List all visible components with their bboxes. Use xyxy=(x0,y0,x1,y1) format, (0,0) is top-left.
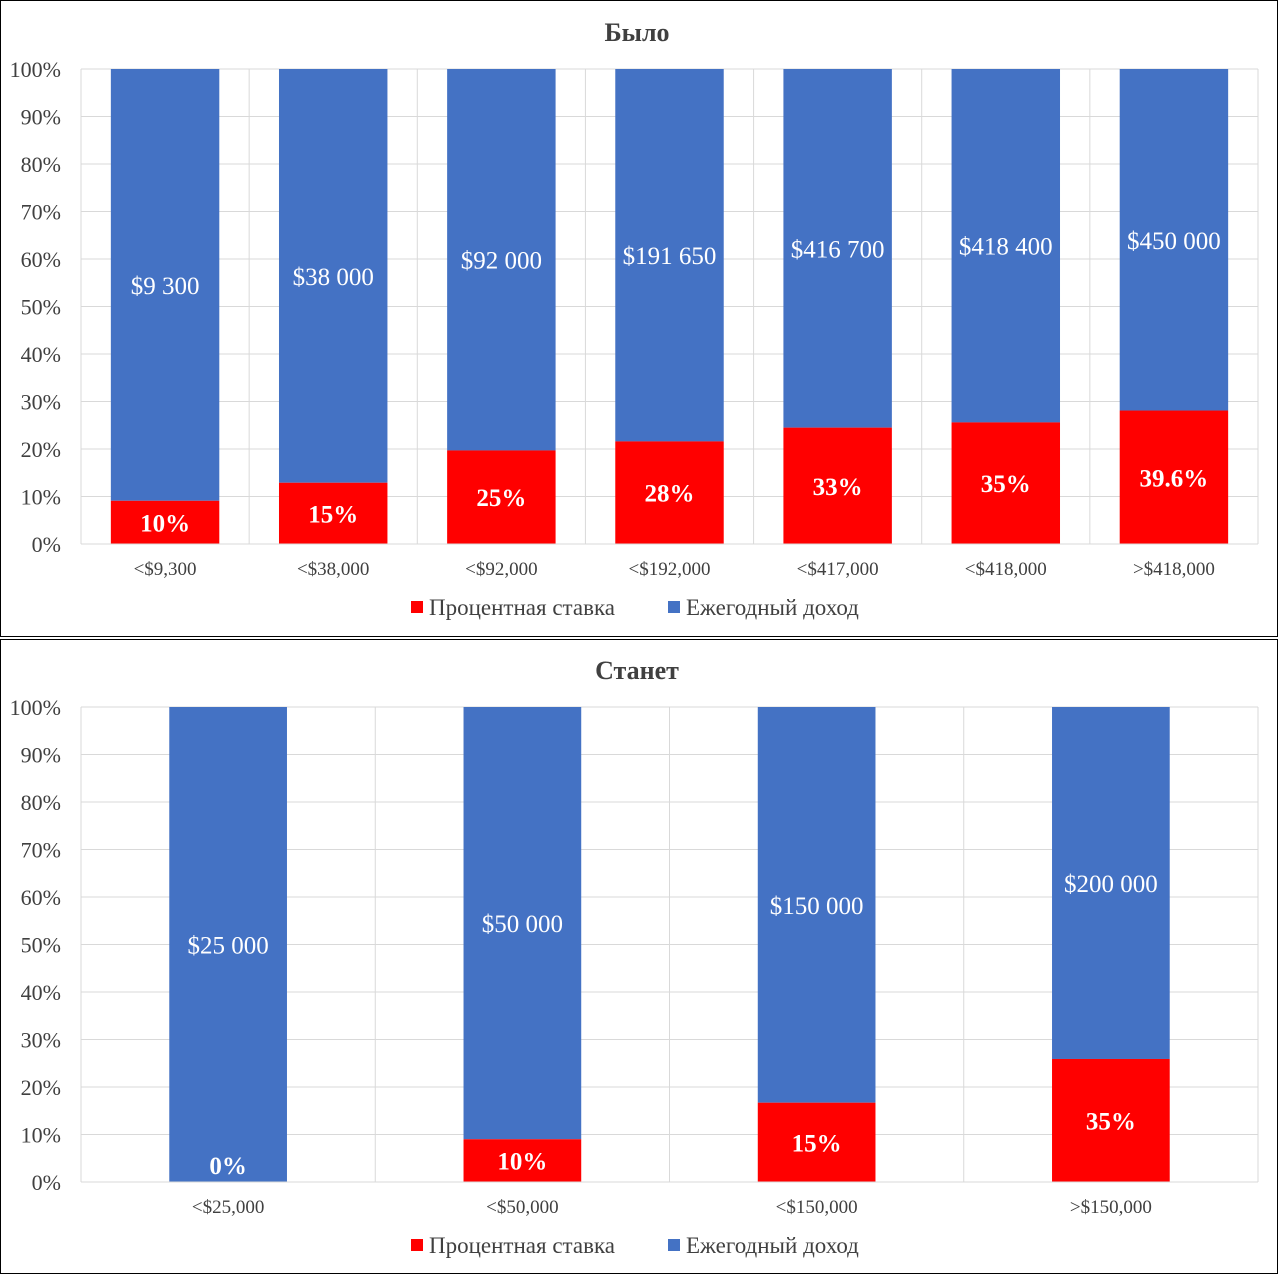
bar-income-segment xyxy=(951,69,1061,423)
bar-income-segment xyxy=(110,69,220,501)
chart-title: Было xyxy=(604,18,669,47)
bar-rate-segment xyxy=(951,422,1061,544)
bar-rate-segment xyxy=(278,482,388,544)
y-tick-label: 10% xyxy=(21,485,61,510)
bar-income-segment xyxy=(463,707,582,1140)
legend: Процентная ставка Ежегодный доход xyxy=(411,595,859,620)
x-tick-label: <$150,000 xyxy=(776,1197,858,1218)
legend-label-income: Ежегодный доход xyxy=(686,595,859,620)
bar-income-segment xyxy=(1052,707,1170,1059)
y-tick-label: 100% xyxy=(10,57,61,82)
y-tick-label: 0% xyxy=(32,532,61,557)
x-tick-label: <$418,000 xyxy=(965,559,1047,580)
legend-swatch-income xyxy=(668,1239,680,1251)
bar-rate-segment xyxy=(1119,410,1229,544)
bar-income-segment xyxy=(1119,69,1229,411)
data-label-income: $9 300 xyxy=(131,273,200,300)
data-label-income: $191 650 xyxy=(623,243,717,270)
y-tick-label: 90% xyxy=(21,743,61,768)
legend-swatch-income xyxy=(668,601,680,613)
bar-rate-segment xyxy=(1052,1058,1170,1182)
x-tick-label: >$418,000 xyxy=(1133,559,1215,580)
data-label-income: $92 000 xyxy=(461,248,542,275)
y-tick-label: 0% xyxy=(32,1170,61,1195)
bar-rate-segment xyxy=(757,1102,876,1182)
legend-label-rate: Процентная ставка xyxy=(429,1233,615,1258)
data-label-rate: 35% xyxy=(1086,1108,1136,1135)
data-label-income: $200 000 xyxy=(1064,871,1158,898)
x-tick-label: <$50,000 xyxy=(486,1197,558,1218)
x-tick-label: <$25,000 xyxy=(192,1197,264,1218)
legend-swatch-rate xyxy=(411,601,423,613)
data-label-income: $450 000 xyxy=(1127,228,1221,255)
data-label-rate: 28% xyxy=(645,481,695,508)
bar-income-segment xyxy=(783,69,892,428)
data-label-rate: 33% xyxy=(813,474,863,501)
bar-rate-segment xyxy=(447,450,556,544)
chart-before: Было 0% 10% 20% 30% 40% 50% 60% 70% 80% 90% 100% 10%… xyxy=(10,18,1259,620)
x-tick-label: <$192,000 xyxy=(629,559,711,580)
bar-rate-segment xyxy=(783,427,892,544)
bar-income-segment xyxy=(169,707,287,1182)
y-tick-label: 60% xyxy=(21,247,61,272)
y-tick-label: 60% xyxy=(21,885,61,910)
bar-rate-segment xyxy=(615,441,724,544)
legend: Процентная ставка Ежегодный доход xyxy=(411,1233,859,1258)
data-label-income: $38 000 xyxy=(293,264,374,291)
y-tick-label: 50% xyxy=(21,295,61,320)
data-label-rate: 15% xyxy=(308,501,358,528)
bar-rate-segment xyxy=(110,500,220,544)
x-tick-label: <$417,000 xyxy=(797,559,879,580)
y-tick-label: 30% xyxy=(21,390,61,415)
data-label-income: $150 000 xyxy=(770,893,864,920)
chart-panel-before: Было 0% 10% 20% 30% 40% 50% 60% 70% 80% 90% 100% 10%… xyxy=(0,0,1278,637)
chart-panel-after: Станет 0% 10% 20% 30% 40% 50% 60% 70% 80% 90% 100% 0… xyxy=(0,639,1278,1274)
y-tick-label: 20% xyxy=(21,437,61,462)
bar-income-segment xyxy=(757,707,876,1103)
x-tick-label: <$38,000 xyxy=(297,559,369,580)
y-tick-label: 40% xyxy=(21,980,61,1005)
y-tick-label: 80% xyxy=(21,790,61,815)
data-label-income: $418 400 xyxy=(959,234,1053,261)
y-tick-label: 90% xyxy=(21,105,61,130)
x-tick-label: >$150,000 xyxy=(1070,1197,1152,1218)
bar-income-segment xyxy=(447,69,556,451)
y-tick-label: 30% xyxy=(21,1028,61,1053)
bar-rate-segment xyxy=(463,1139,582,1182)
y-tick-label: 100% xyxy=(10,695,61,720)
x-tick-label: <$92,000 xyxy=(465,559,537,580)
chart-after: Станет 0% 10% 20% 30% 40% 50% 60% 70% 80% 90% 100% 0… xyxy=(10,656,1259,1258)
data-label-rate: 0% xyxy=(209,1153,247,1180)
y-tick-label: 80% xyxy=(21,152,61,177)
data-label-rate: 35% xyxy=(981,471,1031,498)
legend-label-rate: Процентная ставка xyxy=(429,595,615,620)
bar-income-segment xyxy=(615,69,724,442)
chart-title: Станет xyxy=(595,656,679,685)
y-tick-label: 50% xyxy=(21,933,61,958)
legend-label-income: Ежегодный доход xyxy=(686,1233,859,1258)
data-label-income: $416 700 xyxy=(791,236,885,263)
bar-income-segment xyxy=(278,69,388,483)
y-tick-label: 70% xyxy=(21,200,61,225)
data-label-rate: 10% xyxy=(497,1149,547,1176)
data-label-rate: 10% xyxy=(140,510,190,537)
data-label-rate: 15% xyxy=(792,1130,842,1157)
y-tick-label: 70% xyxy=(21,838,61,863)
y-tick-label: 20% xyxy=(21,1075,61,1100)
data-label-rate: 39.6% xyxy=(1140,465,1209,492)
y-tick-label: 10% xyxy=(21,1123,61,1148)
y-tick-label: 40% xyxy=(21,342,61,367)
legend-swatch-rate xyxy=(411,1239,423,1251)
data-label-income: $50 000 xyxy=(482,911,563,938)
data-label-rate: 25% xyxy=(476,485,526,512)
data-label-income: $25 000 xyxy=(188,933,269,960)
x-tick-label: <$9,300 xyxy=(134,559,197,580)
